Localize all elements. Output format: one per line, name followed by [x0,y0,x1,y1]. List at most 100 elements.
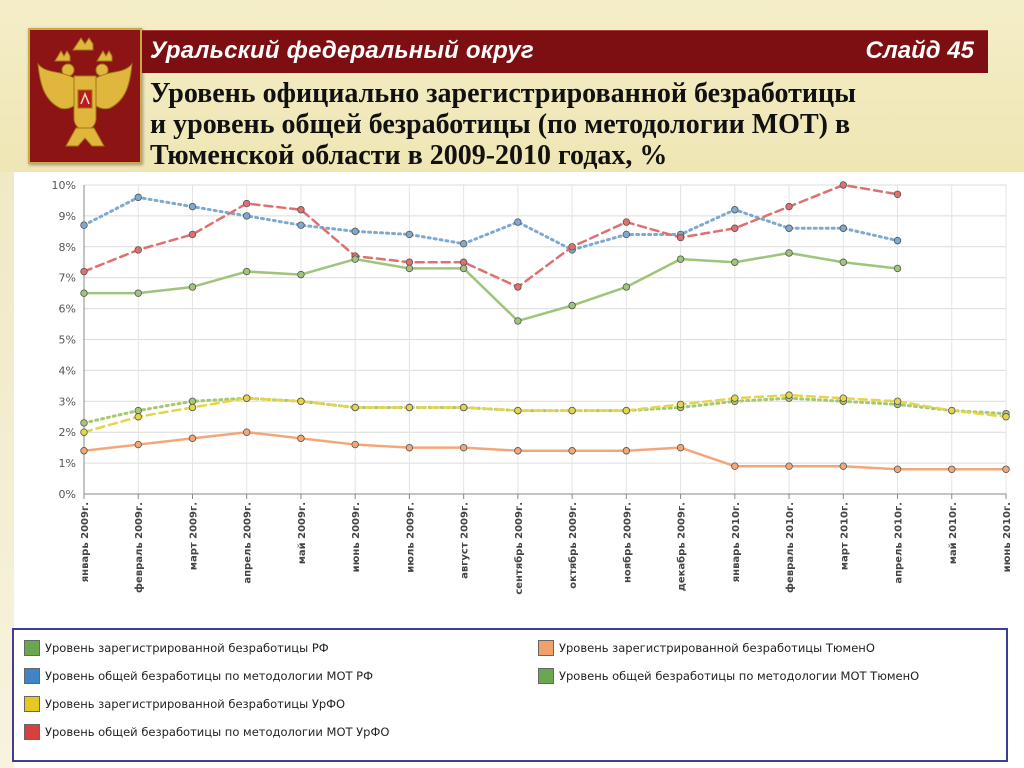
data-point-series-3 [405,403,414,412]
data-point-series-4 [785,202,793,211]
data-point-series-2 [297,221,305,229]
y-tick-label: 10% [52,179,76,192]
x-tick-label: февраль 2009г. [133,502,145,593]
data-point-series-5 [459,443,468,452]
data-point-series-2 [405,230,414,239]
data-point-series-5 [188,434,197,443]
legend-swatch [24,668,40,684]
data-point-series-6 [514,317,522,325]
data-point-series-4 [568,243,576,251]
y-tick-label: 5% [59,334,76,347]
legend-item: Уровень общей безработицы по методологии… [24,722,389,742]
series-line-4 [82,183,899,289]
data-point-series-3 [80,428,88,436]
y-tick-label: 3% [59,395,76,408]
data-point-series-2 [243,212,251,220]
legend-label: Уровень зарегистрированной безработицы Т… [559,641,875,655]
legend-swatch [24,640,40,656]
data-point-series-2 [188,202,197,211]
data-point-series-5 [731,462,739,470]
data-point-series-2 [731,206,739,214]
data-point-series-2 [622,230,631,239]
y-tick-label: 7% [59,272,76,285]
data-point-series-3 [1002,413,1010,421]
legend-label: Уровень общей безработицы по методологии… [45,669,374,683]
data-point-series-6 [622,283,631,291]
series-line-5 [82,430,1008,471]
x-tick-label: январь 2009г. [80,502,91,582]
x-tick-label: май 2009г. [297,502,308,564]
region-title: Уральский федеральный округ [150,37,534,64]
x-tick-label: март 2009г. [188,502,199,570]
data-point-series-3 [731,394,739,402]
data-point-series-5 [297,434,305,443]
data-point-series-3 [948,406,956,415]
legend-item: Уровень зарегистрированной безработицы У… [24,694,345,714]
data-point-series-4 [134,246,142,254]
data-point-series-5 [351,440,359,449]
data-point-series-4 [839,181,847,189]
data-point-series-6 [297,270,305,279]
data-point-series-6 [351,255,359,263]
data-point-series-6 [188,283,197,291]
data-point-series-3 [568,406,576,415]
x-tick-label: апрель 2010г. [894,502,905,584]
series-line-1 [82,396,1008,425]
data-point-series-6 [839,258,847,266]
data-point-series-2 [839,224,847,232]
data-point-series-2 [459,240,468,248]
data-point-series-5 [80,447,88,455]
legend-swatch [24,724,40,740]
series-line-6 [82,251,899,323]
x-tick-label: август 2009г. [460,502,471,579]
data-point-series-2 [351,227,359,236]
series-line-3 [82,393,1008,434]
data-point-series-6 [731,258,739,266]
data-point-series-4 [243,199,251,208]
data-point-series-1 [80,419,88,427]
legend-label: Уровень зарегистрированной безработицы Р… [45,641,329,655]
y-tick-label: 1% [59,457,76,470]
data-point-series-6 [243,267,251,276]
x-tick-label: октябрь 2009г. [567,502,579,589]
data-point-series-3 [297,397,305,405]
data-point-series-5 [622,447,631,455]
legend-label: Уровень общей безработицы по методологии… [45,725,390,739]
data-point-series-3 [676,400,685,409]
data-point-series-1 [188,397,197,405]
data-point-series-6 [80,289,88,297]
data-point-series-3 [785,391,793,399]
legend-swatch [24,696,40,712]
data-point-series-5 [405,443,414,452]
x-tick-label: март 2010г. [839,502,850,570]
data-point-series-2 [514,218,522,226]
unemployment-line-chart: 0% 1% 2% 3% 4% 5% 6% 7% 8% 9% 10% январь 2009г. февр… [52,179,1013,595]
data-point-series-6 [676,255,685,263]
data-point-series-3 [514,406,522,415]
slide-header: Уральский федеральный округ Слайд 45 Уро… [0,0,1024,172]
data-point-series-6 [459,264,468,273]
data-point-series-5 [568,447,576,455]
chart-legend: Уровень зарегистрированной безработицы Р… [12,628,1008,762]
data-point-series-4 [459,258,468,266]
data-point-series-5 [134,440,142,449]
legend-label: Уровень зарегистрированной безработицы У… [45,697,346,711]
slide-heading: Уровень официально зарегистрированной бе… [150,78,1020,171]
data-point-series-3 [839,394,847,402]
heading-line: Тюменской области в 2009-2010 годах, % [150,140,668,171]
double-headed-eagle-icon [37,37,133,147]
x-tick-label: май 2010г. [948,502,959,564]
data-point-series-5 [1002,465,1010,473]
series-line-2 [82,195,900,252]
x-tick-label: ноябрь 2009г. [621,502,633,583]
y-tick-label: 0% [59,488,76,501]
slide-number: Слайд 45 [865,37,974,64]
data-point-series-4 [188,230,197,239]
legend-swatch [538,668,554,684]
data-point-series-5 [514,447,522,455]
data-point-series-4 [893,190,902,198]
coat-of-arms-emblem [28,28,142,164]
y-tick-label: 4% [59,364,76,377]
x-tick-label: февраль 2010г. [784,502,796,593]
data-point-series-3 [893,397,902,405]
